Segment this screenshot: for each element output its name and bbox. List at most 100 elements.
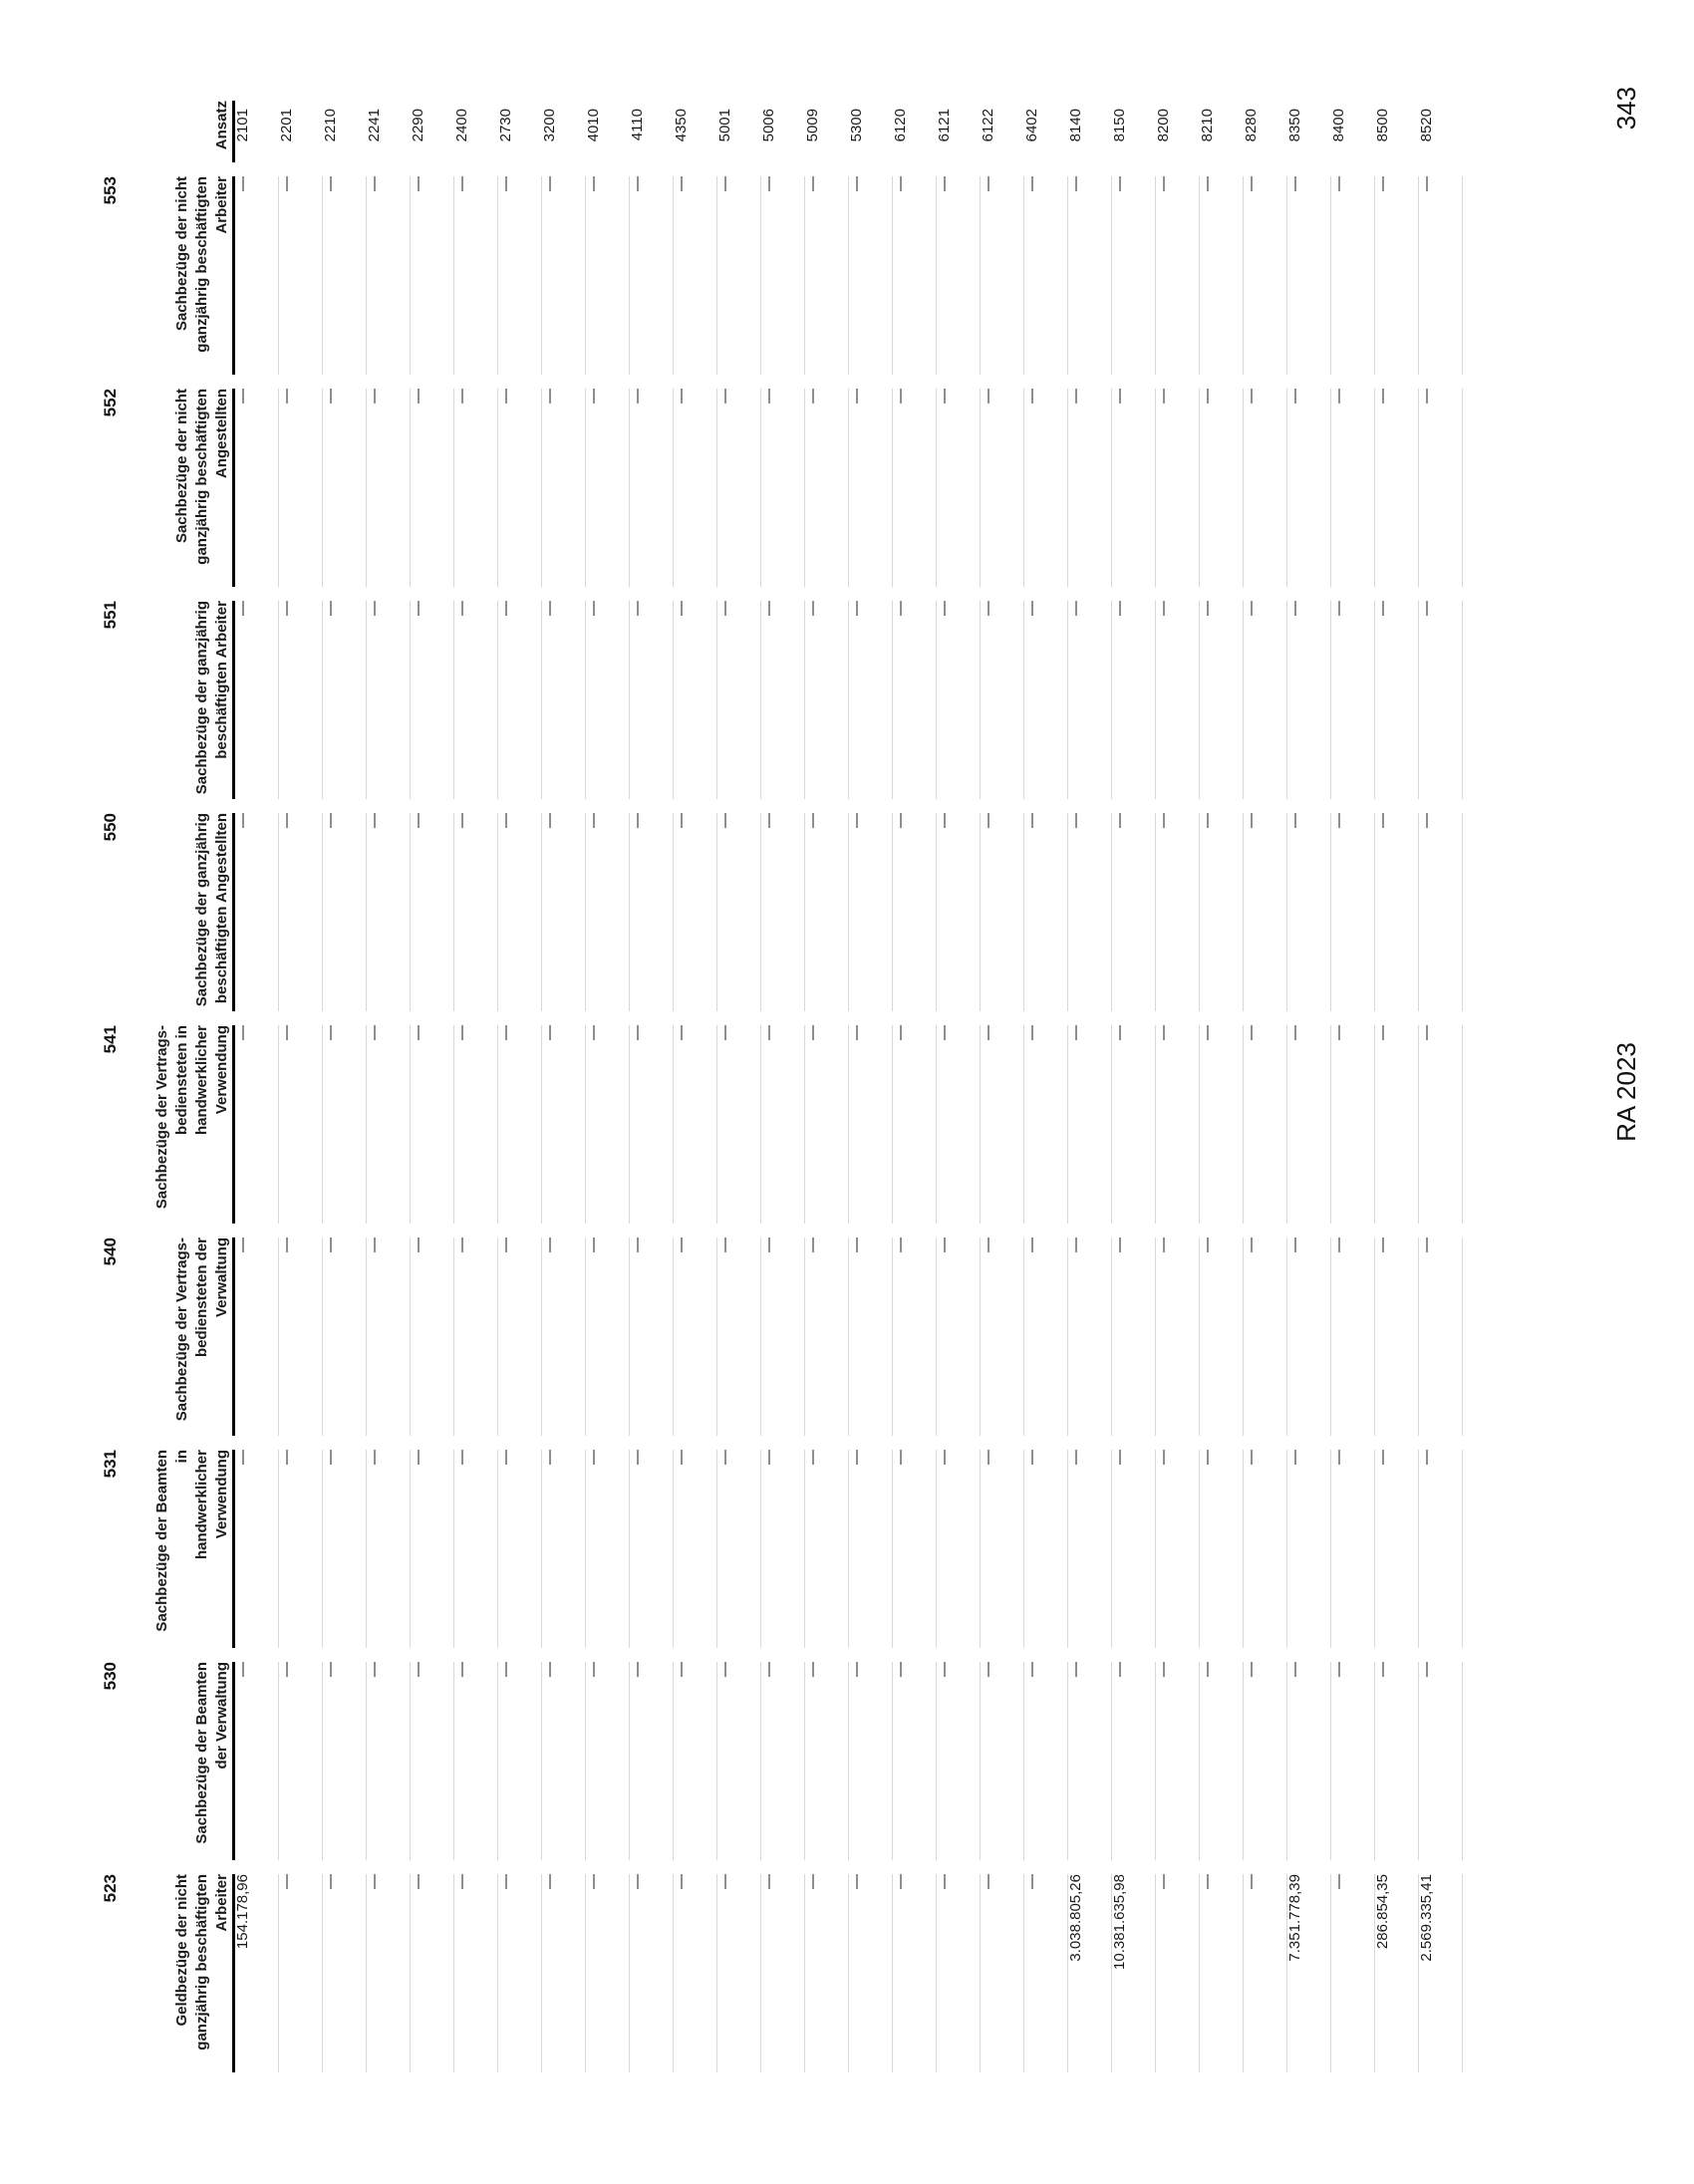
dash-cell: — (1155, 1237, 1200, 1436)
dash-cell: — (804, 389, 849, 587)
dash-cell: — (541, 813, 586, 1011)
dash-cell: — (980, 1450, 1024, 1648)
dash-cell: — (1023, 1662, 1068, 1860)
dash-cell: — (497, 1237, 542, 1436)
table-row-5001: — — — — — — — — —5001 (716, 101, 761, 2072)
dash-cell: — (1067, 1237, 1112, 1436)
dash-cell: — (1067, 1662, 1112, 1860)
table-row-8210: — — — — — — — — —8210 (1199, 101, 1244, 2072)
dash-cell: — (804, 176, 849, 375)
dash-cell: — (1067, 813, 1112, 1011)
row-code: 4350 (673, 109, 690, 142)
dash-cell: — (322, 176, 367, 375)
dash-cell: — (1374, 176, 1419, 375)
dash-cell: — (1199, 1662, 1244, 1860)
value-cell: 2.569.335,41 (1418, 1874, 1463, 2072)
dash-cell: — (848, 1450, 893, 1648)
dash-cell: — (410, 1662, 454, 1860)
row-code: 6120 (892, 109, 909, 142)
dash-cell: — (541, 1874, 586, 2072)
dash-cell: — (497, 1025, 542, 1224)
dash-cell: — (410, 1874, 454, 2072)
table-row-6122: — — — — — — — — —6122 (980, 101, 1024, 2072)
dash-cell: — (673, 1662, 717, 1860)
dash-cell: — (1330, 1662, 1375, 1860)
dash-cell: — (673, 1025, 717, 1224)
dash-cell: — (1155, 1025, 1200, 1224)
dash-cell: — (1418, 601, 1463, 799)
dash-cell: — (1111, 813, 1156, 1011)
row-code: 6402 (1023, 109, 1040, 142)
dash-cell: — (673, 601, 717, 799)
dash-cell: — (1111, 176, 1156, 375)
dash-cell: — (278, 813, 323, 1011)
dash-cell: — (1067, 389, 1112, 587)
row-code: 8350 (1286, 109, 1303, 142)
dash-cell: — (1286, 601, 1331, 799)
table-row-6120: — — — — — — — — —6120 (892, 101, 937, 2072)
dash-cell: — (1374, 813, 1419, 1011)
dash-cell: — (1286, 813, 1331, 1011)
column-header-541: 541 Sachbezüge der Vertrags-bediensteten … (90, 1025, 235, 1224)
row-code: 8280 (1243, 109, 1260, 142)
dash-cell: — (453, 1874, 498, 2072)
dash-cell: — (585, 1450, 630, 1648)
dash-cell: — (1418, 176, 1463, 375)
dash-cell: — (541, 601, 586, 799)
row-code: 2201 (278, 109, 295, 142)
dash-cell: — (980, 176, 1024, 375)
dash-cell: — (1330, 1874, 1375, 2072)
dash-cell: — (1023, 1237, 1068, 1436)
table-header: 523 Geldbezüge der nicht ganzjährig beschä… (90, 101, 235, 2072)
dash-cell: — (629, 813, 674, 1011)
dash-cell: — (541, 1450, 586, 1648)
dash-cell: — (410, 389, 454, 587)
dash-cell: — (234, 1450, 279, 1648)
dash-cell: — (1243, 1237, 1287, 1436)
dash-cell: — (629, 1450, 674, 1648)
row-code: 6122 (980, 109, 996, 142)
table-row-2201: — — — — — — — — —2201 (278, 101, 323, 2072)
dash-cell: — (1418, 1025, 1463, 1224)
row-code: 4110 (629, 109, 646, 141)
dash-cell: — (366, 1237, 411, 1436)
value-cell: 286.854,35 (1374, 1874, 1419, 2072)
dash-cell: — (366, 1874, 411, 2072)
dash-cell: — (453, 1237, 498, 1436)
dash-cell: — (234, 176, 279, 375)
dash-cell: — (585, 601, 630, 799)
dash-cell: — (1155, 601, 1200, 799)
dash-cell: — (629, 176, 674, 375)
value-cell: 7.351.778,39 (1286, 1874, 1331, 2072)
table-row-4010: — — — — — — — — —4010 (585, 101, 630, 2072)
ansatz-remuneration-table: 523 Geldbezüge der nicht ganzjährig beschä… (90, 87, 1463, 2086)
dash-cell: — (1243, 1662, 1287, 1860)
column-code: 531 (101, 1450, 120, 1479)
dash-cell: — (410, 601, 454, 799)
dash-cell: — (278, 1662, 323, 1860)
dash-cell: — (410, 1237, 454, 1436)
dash-cell: — (848, 389, 893, 587)
dash-cell: — (892, 1450, 937, 1648)
dash-cell: — (892, 1662, 937, 1860)
dash-cell: — (1023, 813, 1068, 1011)
dash-cell: — (366, 1450, 411, 1648)
table-row-5006: — — — — — — — — —5006 (760, 101, 805, 2072)
value-cell: 10.381.635,98 (1111, 1874, 1156, 2072)
column-label: Sachbezüge der nicht ganzjährig beschäfti… (173, 176, 230, 353)
dash-cell: — (453, 1450, 498, 1648)
dash-cell: — (497, 176, 542, 375)
dash-cell: — (453, 1662, 498, 1860)
value-cell: 154.178,96 (234, 1874, 279, 2072)
row-code: 5001 (716, 109, 733, 142)
dash-cell: — (848, 176, 893, 375)
dash-cell: — (848, 813, 893, 1011)
dash-cell: — (804, 1874, 849, 2072)
dash-cell: — (1374, 1662, 1419, 1860)
column-header-530: 530 Sachbezüge der Beamten der Verwaltung (90, 1662, 235, 1860)
dash-cell: — (760, 1450, 805, 1648)
row-code: 8500 (1374, 109, 1391, 142)
dash-cell: — (1286, 1662, 1331, 1860)
row-code: 8150 (1111, 109, 1128, 142)
dash-cell: — (497, 389, 542, 587)
